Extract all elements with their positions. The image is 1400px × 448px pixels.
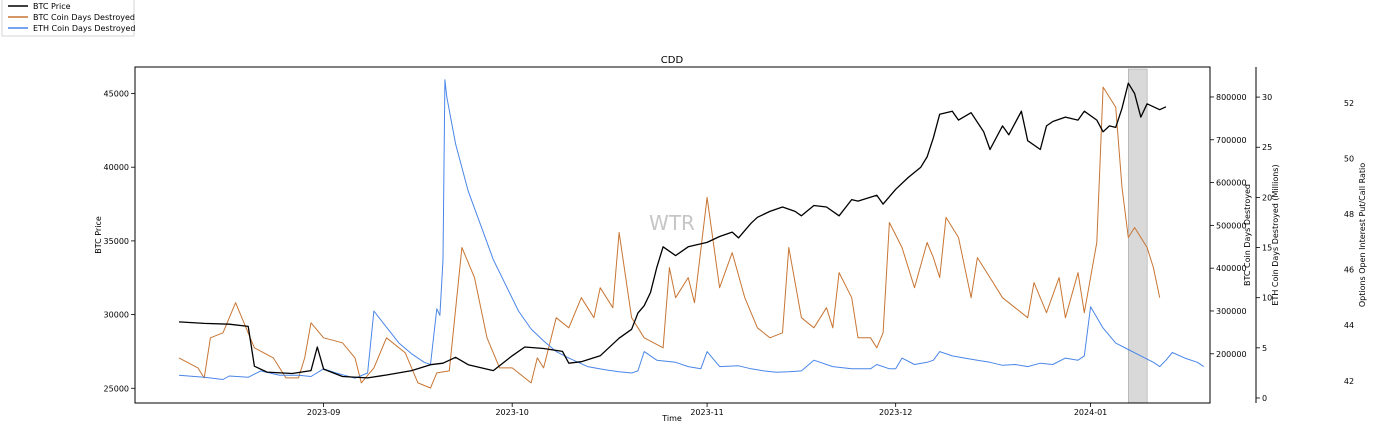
x-axis-ticks: 2023-09 2023-10 2023-11 2023-12 2024-01 [307,403,1107,417]
chart-title: CDD [661,55,684,66]
x-tick-label: 2023-11 [690,408,723,417]
eth-cdd-tick-label: 500000 [1216,221,1247,230]
series-line-btc-coin-days-destroyed [178,86,1161,389]
legend-label-btc-price: BTC Price [33,2,71,11]
btc-price-tick-label: 30000 [104,311,129,320]
legend: BTC Price BTC Coin Days Destroyed ETH Co… [1,0,135,37]
eth-cdd-tick-label: 800000 [1216,93,1247,102]
x-tick-label: 2023-09 [307,408,340,417]
btc-cdd-tick-label: 20 [1262,193,1272,202]
plot-frame [134,66,1211,404]
eth-cdd-tick-label: 200000 [1216,350,1247,359]
btc-price-axis-label: BTC Price [94,216,103,254]
watermark: WTR [649,211,695,235]
put-call-tick-label: 48 [1344,210,1354,219]
eth-cdd-axis-label: ETH Coin Days Destroyed (Millions) [1271,164,1280,305]
put-call-axis-label: Options Open Interest Put/Call Ratio [1358,163,1367,307]
btc-cdd-tick-label: 25 [1262,143,1272,152]
btc-cdd-axis-label: BTC Coin Days Destroyed [1243,184,1252,286]
legend-label-eth-cdd: ETH Coin Days Destroyed [33,24,135,33]
put-call-tick-label: 44 [1344,321,1354,330]
put-call-tick-label: 52 [1344,99,1354,108]
btc-cdd-axis-ticks: 0 5 10 15 20 25 30 [1256,93,1272,403]
btc-price-tick-label: 35000 [104,237,129,246]
btc-price-axis-ticks: 25000 30000 35000 40000 45000 [104,90,135,393]
eth-cdd-tick-label: 400000 [1216,264,1247,273]
x-tick-label: 2023-12 [879,408,912,417]
btc-cdd-tick-label: 0 [1262,394,1267,403]
put-call-tick-label: 46 [1344,266,1354,275]
eth-cdd-tick-label: 600000 [1216,179,1247,188]
btc-price-tick-label: 25000 [104,384,129,393]
series-layer [178,79,1204,389]
btc-price-tick-label: 45000 [104,90,129,99]
eth-cdd-tick-label: 300000 [1216,307,1247,316]
btc-cdd-tick-label: 15 [1262,244,1272,253]
btc-cdd-tick-label: 10 [1262,294,1272,303]
legend-label-btc-cdd: BTC Coin Days Destroyed [33,13,135,22]
eth-cdd-tick-label: 700000 [1216,136,1247,145]
btc-price-tick-label: 40000 [104,163,129,172]
put-call-axis-ticks: 42 44 46 48 50 52 [1344,99,1354,386]
highlight-band [1128,68,1148,404]
eth-cdd-axis-ticks: 200000 300000 400000 500000 600000 700000 8000… [1210,93,1247,359]
put-call-tick-label: 50 [1344,155,1354,164]
x-tick-label: 2024-01 [1074,408,1107,417]
btc-cdd-tick-label: 30 [1262,93,1272,102]
series-line-btc-price [178,82,1167,379]
btc-cdd-tick-label: 5 [1262,344,1267,353]
put-call-tick-label: 42 [1344,377,1354,386]
x-axis-label: Time [661,414,682,423]
series-line-eth-coin-days-destroyed [178,79,1204,380]
x-tick-label: 2023-10 [495,408,528,417]
